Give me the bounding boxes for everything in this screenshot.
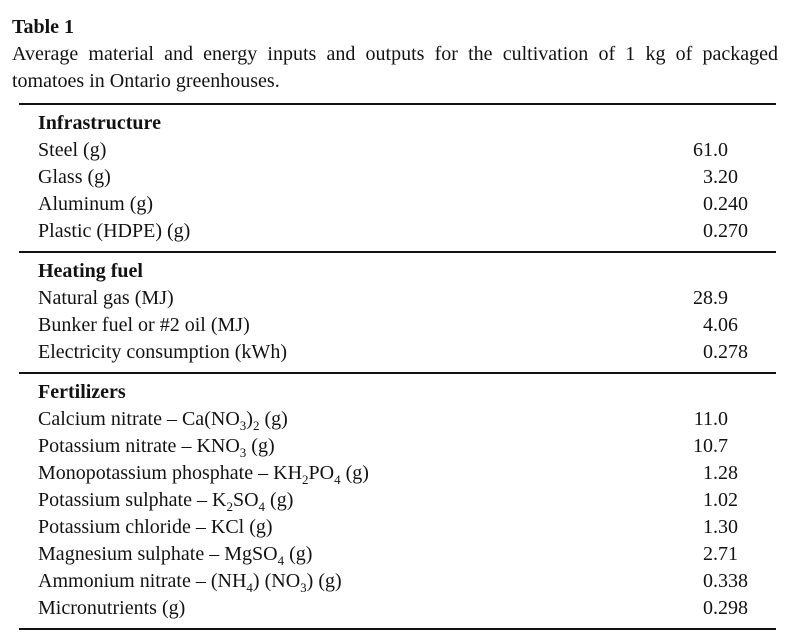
value-frac-part: .298	[713, 597, 748, 619]
row-label: Natural gas (MJ)	[38, 287, 174, 309]
row-label: Ammonium nitrate – (NH4) (NO3) (g)	[38, 570, 342, 595]
table-row: Monopotassium phosphate – KH2PO4 (g) 1.2…	[19, 460, 776, 487]
table-row: Aluminum (g) 0.240	[19, 191, 776, 218]
table-row: Potassium chloride – KCl (g) 1.30	[19, 514, 776, 541]
table-row: Plastic (HDPE) (g) 0.270	[19, 218, 776, 245]
row-value: 1.28	[680, 460, 776, 487]
value-int-part: 1	[703, 462, 713, 484]
value-frac-part: .20	[713, 166, 738, 188]
value-int-part: 0	[703, 570, 713, 592]
row-value: 1.02	[680, 487, 776, 514]
value-frac-part: .30	[713, 516, 738, 538]
section-header: Infrastructure	[38, 112, 161, 134]
table-row: Glass (g) 3.20	[19, 164, 776, 191]
table-row: Magnesium sulphate – MgSO4 (g) 2.71	[19, 541, 776, 568]
value-frac-part: .02	[713, 489, 738, 511]
value-int-part: 0	[703, 341, 713, 363]
table-row: Bunker fuel or #2 oil (MJ) 4.06	[19, 312, 776, 339]
row-label: Magnesium sulphate – MgSO4 (g)	[38, 543, 313, 568]
value-frac-part: .0	[713, 139, 728, 161]
row-label: Potassium chloride – KCl (g)	[38, 516, 273, 538]
data-table: Infrastructure Steel (g) 61.0 Glass (g) …	[19, 103, 776, 630]
row-value: 0.298	[680, 595, 776, 622]
row-value: 11.0	[680, 406, 776, 433]
table-row: Steel (g) 61.0	[19, 137, 776, 164]
value-frac-part: .338	[713, 570, 748, 592]
row-value: 4.06	[680, 312, 776, 339]
row-value: 0.338	[680, 568, 776, 595]
row-value: 1.30	[680, 514, 776, 541]
table-section-infrastructure: Infrastructure Steel (g) 61.0 Glass (g) …	[19, 105, 776, 251]
row-label: Calcium nitrate – Ca(NO3)2 (g)	[38, 408, 288, 433]
table-row: Micronutrients (g) 0.298	[19, 595, 776, 622]
table-row: Electricity consumption (kWh) 0.278	[19, 339, 776, 366]
value-frac-part: .0	[713, 408, 728, 430]
row-value: 3.20	[680, 164, 776, 191]
value-int-part: 61	[693, 139, 713, 161]
row-label: Bunker fuel or #2 oil (MJ)	[38, 314, 250, 336]
row-value: 2.71	[680, 541, 776, 568]
table-caption: Average material and energy inputs and o…	[12, 43, 778, 92]
value-frac-part: .278	[713, 341, 748, 363]
row-value: 61.0	[680, 137, 776, 164]
value-frac-part: .06	[713, 314, 738, 336]
table-section-heating-fuel: Heating fuel Natural gas (MJ) 28.9 Bunke…	[19, 251, 776, 372]
table-title: Table 1	[12, 16, 75, 38]
value-frac-part: .270	[713, 220, 748, 242]
value-int-part: 11	[693, 408, 713, 430]
value-int-part: 0	[703, 220, 713, 242]
table-section-fertilizers: Fertilizers Calcium nitrate – Ca(NO3)2 (…	[19, 372, 776, 628]
row-label: Aluminum (g)	[38, 193, 154, 215]
row-label: Steel (g)	[38, 139, 107, 161]
section-header: Fertilizers	[38, 381, 126, 403]
value-int-part: 2	[703, 543, 713, 565]
row-value: 0.270	[680, 218, 776, 245]
row-value: 0.278	[680, 339, 776, 366]
value-int-part: 3	[703, 166, 713, 188]
row-value: 28.9	[680, 285, 776, 312]
value-int-part: 0	[703, 193, 713, 215]
value-int-part: 10	[693, 435, 713, 457]
table-row: Potassium sulphate – K2SO4 (g) 1.02	[19, 487, 776, 514]
row-label: Electricity consumption (kWh)	[38, 341, 287, 363]
table-row: Natural gas (MJ) 28.9	[19, 285, 776, 312]
row-label: Potassium sulphate – K2SO4 (g)	[38, 489, 294, 514]
table-row: Ammonium nitrate – (NH4) (NO3) (g) 0.338	[19, 568, 776, 595]
row-label: Glass (g)	[38, 166, 111, 188]
value-int-part: 28	[693, 287, 713, 309]
row-value: 0.240	[680, 191, 776, 218]
row-label: Micronutrients (g)	[38, 597, 186, 619]
row-value: 10.7	[680, 433, 776, 460]
value-frac-part: .71	[713, 543, 738, 565]
value-frac-part: .7	[713, 435, 728, 457]
value-frac-part: .9	[713, 287, 728, 309]
table-row: Calcium nitrate – Ca(NO3)2 (g) 11.0	[19, 406, 776, 433]
value-int-part: 4	[703, 314, 713, 336]
row-label: Plastic (HDPE) (g)	[38, 220, 191, 242]
value-frac-part: .28	[713, 462, 738, 484]
row-label: Monopotassium phosphate – KH2PO4 (g)	[38, 462, 369, 487]
row-label: Potassium nitrate – KNO3 (g)	[38, 435, 275, 460]
value-int-part: 1	[703, 489, 713, 511]
value-int-part: 1	[703, 516, 713, 538]
table-row: Potassium nitrate – KNO3 (g) 10.7	[19, 433, 776, 460]
section-header: Heating fuel	[38, 260, 143, 282]
value-frac-part: .240	[713, 193, 748, 215]
value-int-part: 0	[703, 597, 713, 619]
